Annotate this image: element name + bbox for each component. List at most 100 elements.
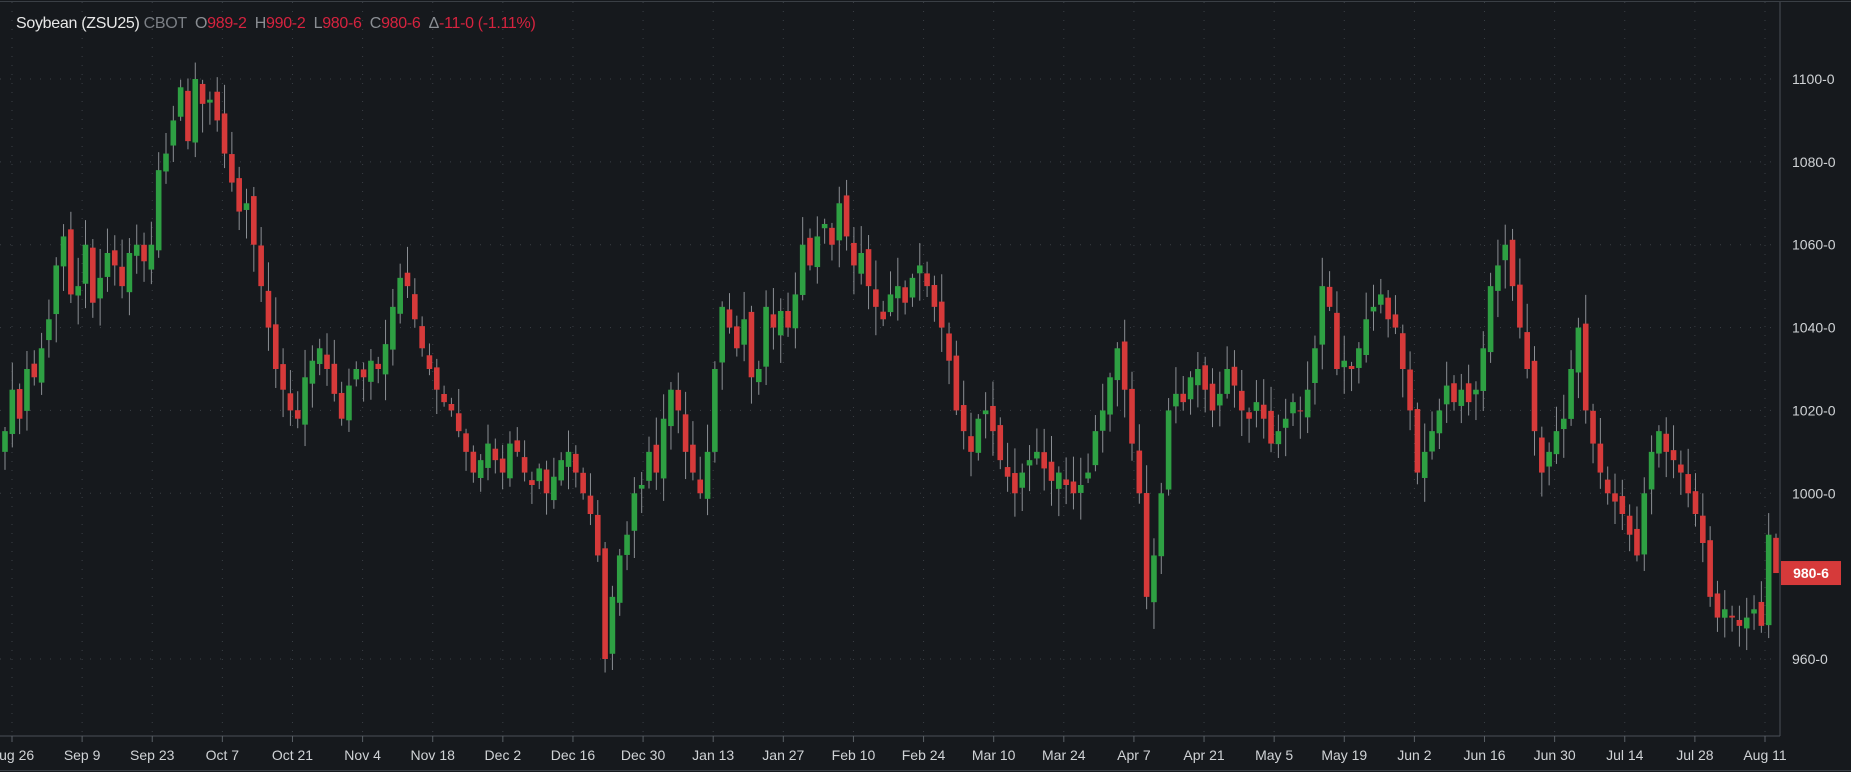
- candle-down: [258, 245, 264, 287]
- candle-up: [346, 385, 352, 421]
- candle-up: [1019, 472, 1026, 488]
- candle-down: [1736, 619, 1743, 626]
- time-tick-label: Nov 4: [344, 747, 381, 763]
- candle-up: [1187, 377, 1194, 400]
- price-tick-label: 960-0: [1792, 651, 1828, 667]
- candle-up: [133, 244, 140, 256]
- open-label: O: [194, 15, 208, 32]
- candle-down: [90, 247, 96, 303]
- candle-up: [75, 286, 81, 296]
- candle-up: [316, 348, 323, 364]
- candle-down: [1590, 410, 1596, 444]
- price-tick-label: 1040-0: [1792, 320, 1836, 336]
- candle-up: [1575, 327, 1582, 373]
- candle-up: [814, 236, 821, 268]
- candle-down: [1531, 360, 1538, 432]
- candle-up: [792, 294, 799, 329]
- last-price-badge: [1781, 561, 1841, 586]
- candle-down: [1619, 496, 1626, 514]
- close-value: 980-6: [381, 15, 421, 32]
- candle-down: [31, 363, 38, 378]
- candle-down: [492, 448, 499, 461]
- candle-down: [1685, 474, 1691, 494]
- candle-up: [646, 451, 652, 481]
- change-value: -11-0: [439, 15, 474, 32]
- time-tick-label: Sep 9: [64, 747, 101, 763]
- candle-up: [1099, 410, 1106, 431]
- candle-down: [1524, 332, 1530, 369]
- candle-up: [982, 410, 989, 415]
- time-tick-label: Sep 23: [130, 747, 175, 763]
- candle-up: [916, 265, 923, 274]
- candle-up: [24, 369, 30, 411]
- time-tick-label: Jun 16: [1463, 747, 1505, 763]
- candle-down: [229, 154, 235, 183]
- candle-down: [734, 326, 740, 349]
- grid-lines: [0, 2, 1780, 736]
- candle-down: [573, 453, 579, 473]
- candle-up: [821, 224, 828, 229]
- candle-up: [777, 311, 784, 336]
- candle-up: [1077, 485, 1084, 493]
- candle-down: [748, 311, 755, 378]
- candle-down: [594, 514, 601, 556]
- candle-up: [1282, 418, 1289, 428]
- candle-down: [1414, 409, 1421, 473]
- candle-down: [1707, 540, 1713, 597]
- candle-down: [1597, 443, 1604, 473]
- candle-down: [1729, 615, 1735, 618]
- candle-up: [1151, 555, 1157, 603]
- candle-up: [1641, 493, 1648, 555]
- last-price-marker: 980-6: [1781, 561, 1841, 586]
- candle-up: [741, 319, 747, 345]
- candle-up: [1648, 451, 1655, 490]
- candle-up: [638, 485, 645, 489]
- time-tick-label: Aug 26: [0, 747, 34, 763]
- candle-down: [1070, 481, 1077, 494]
- candle-up: [551, 476, 557, 501]
- candle-up: [1341, 360, 1348, 368]
- price-tick-label: 1080-0: [1792, 154, 1836, 170]
- time-tick-label: Jan 13: [692, 747, 734, 763]
- candle-down: [968, 436, 974, 452]
- candle-up: [397, 277, 403, 314]
- candle-down: [851, 242, 857, 266]
- last-price-label: 980-6: [1793, 565, 1829, 581]
- candle-down: [375, 363, 382, 369]
- candle-up: [887, 294, 894, 313]
- price-axis[interactable]: 1100-0 1080-0 1060-0 1040-0 1020-0 1000-0 960-…: [1792, 71, 1836, 667]
- candle-up: [390, 306, 396, 350]
- low-value: 980-6: [322, 15, 362, 32]
- candle-down: [1582, 323, 1589, 411]
- candle-down: [653, 444, 660, 473]
- candle-down: [873, 289, 879, 307]
- candle-down: [1539, 437, 1545, 473]
- candle-up: [704, 451, 711, 499]
- candle-down: [338, 392, 345, 419]
- candle-down: [1626, 515, 1633, 535]
- time-axis[interactable]: Aug 26 Sep 9 Sep 23 Oct 7 Oct 21 Nov 4 Nov 18 D…: [0, 736, 1787, 763]
- candle-up: [1721, 609, 1728, 618]
- candle-up: [660, 418, 667, 479]
- candle-down: [404, 272, 411, 287]
- candle-down: [1260, 404, 1267, 419]
- candle-down: [990, 405, 996, 432]
- candle-up: [9, 389, 16, 434]
- candle-down: [199, 83, 206, 104]
- candle-down: [1012, 473, 1018, 494]
- candle-up: [1370, 306, 1377, 312]
- candle-up: [382, 344, 389, 375]
- candle-up: [60, 236, 67, 267]
- candle-up: [1560, 418, 1567, 430]
- candle-down: [1517, 284, 1523, 328]
- candle-up: [1751, 609, 1757, 614]
- price-tick-label: 1100-0: [1792, 71, 1835, 87]
- candle-down: [1209, 383, 1216, 411]
- candles: [2, 62, 1779, 673]
- candle-up: [558, 460, 564, 481]
- candle-down: [1246, 412, 1252, 419]
- time-tick-label: Jun 2: [1397, 747, 1431, 763]
- exchange: CBOT: [143, 15, 188, 32]
- candle-down: [1004, 467, 1011, 477]
